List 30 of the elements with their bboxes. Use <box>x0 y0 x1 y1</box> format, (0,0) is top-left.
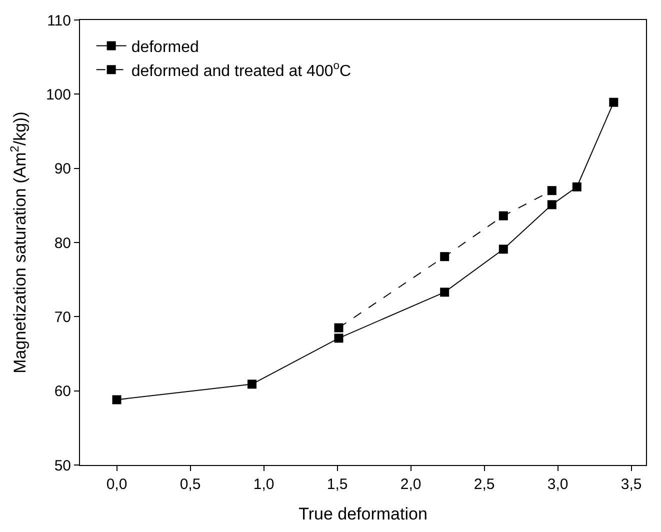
y-tick-label: 70 <box>54 308 71 326</box>
point <box>334 334 344 343</box>
point <box>572 182 582 192</box>
point <box>547 186 556 196</box>
x-tick-label: 2,5 <box>474 476 495 493</box>
x-tick-label: 3,0 <box>547 476 568 493</box>
point <box>248 380 257 389</box>
x-tick-label: 1,0 <box>253 476 274 493</box>
y-tick-label: 90 <box>54 160 71 178</box>
point <box>547 200 556 210</box>
point <box>498 244 508 254</box>
x-tick-label: 2,0 <box>400 476 422 493</box>
y-tick-label: 80 <box>54 234 71 252</box>
y-tick-label: 100 <box>46 86 71 104</box>
point <box>334 323 344 332</box>
point <box>440 288 450 297</box>
point <box>440 252 450 262</box>
x-tick-label: 0,0 <box>106 476 128 493</box>
y-tick-label: 110 <box>47 12 71 30</box>
x-axis-title: True deformation <box>298 504 428 524</box>
point <box>498 211 508 220</box>
x-tick-label: 1,5 <box>326 476 348 493</box>
legend-label: deformed <box>131 39 199 56</box>
point <box>112 395 122 404</box>
y-tick-label: 60 <box>54 383 71 400</box>
y-tick-label: 50 <box>54 457 71 474</box>
point <box>609 98 618 107</box>
legend-label: deformed and treated at 400$^{o}$C <box>131 60 352 80</box>
x-tick-label: 3,5 <box>620 476 642 493</box>
x-tick-label: 0,5 <box>180 476 201 493</box>
